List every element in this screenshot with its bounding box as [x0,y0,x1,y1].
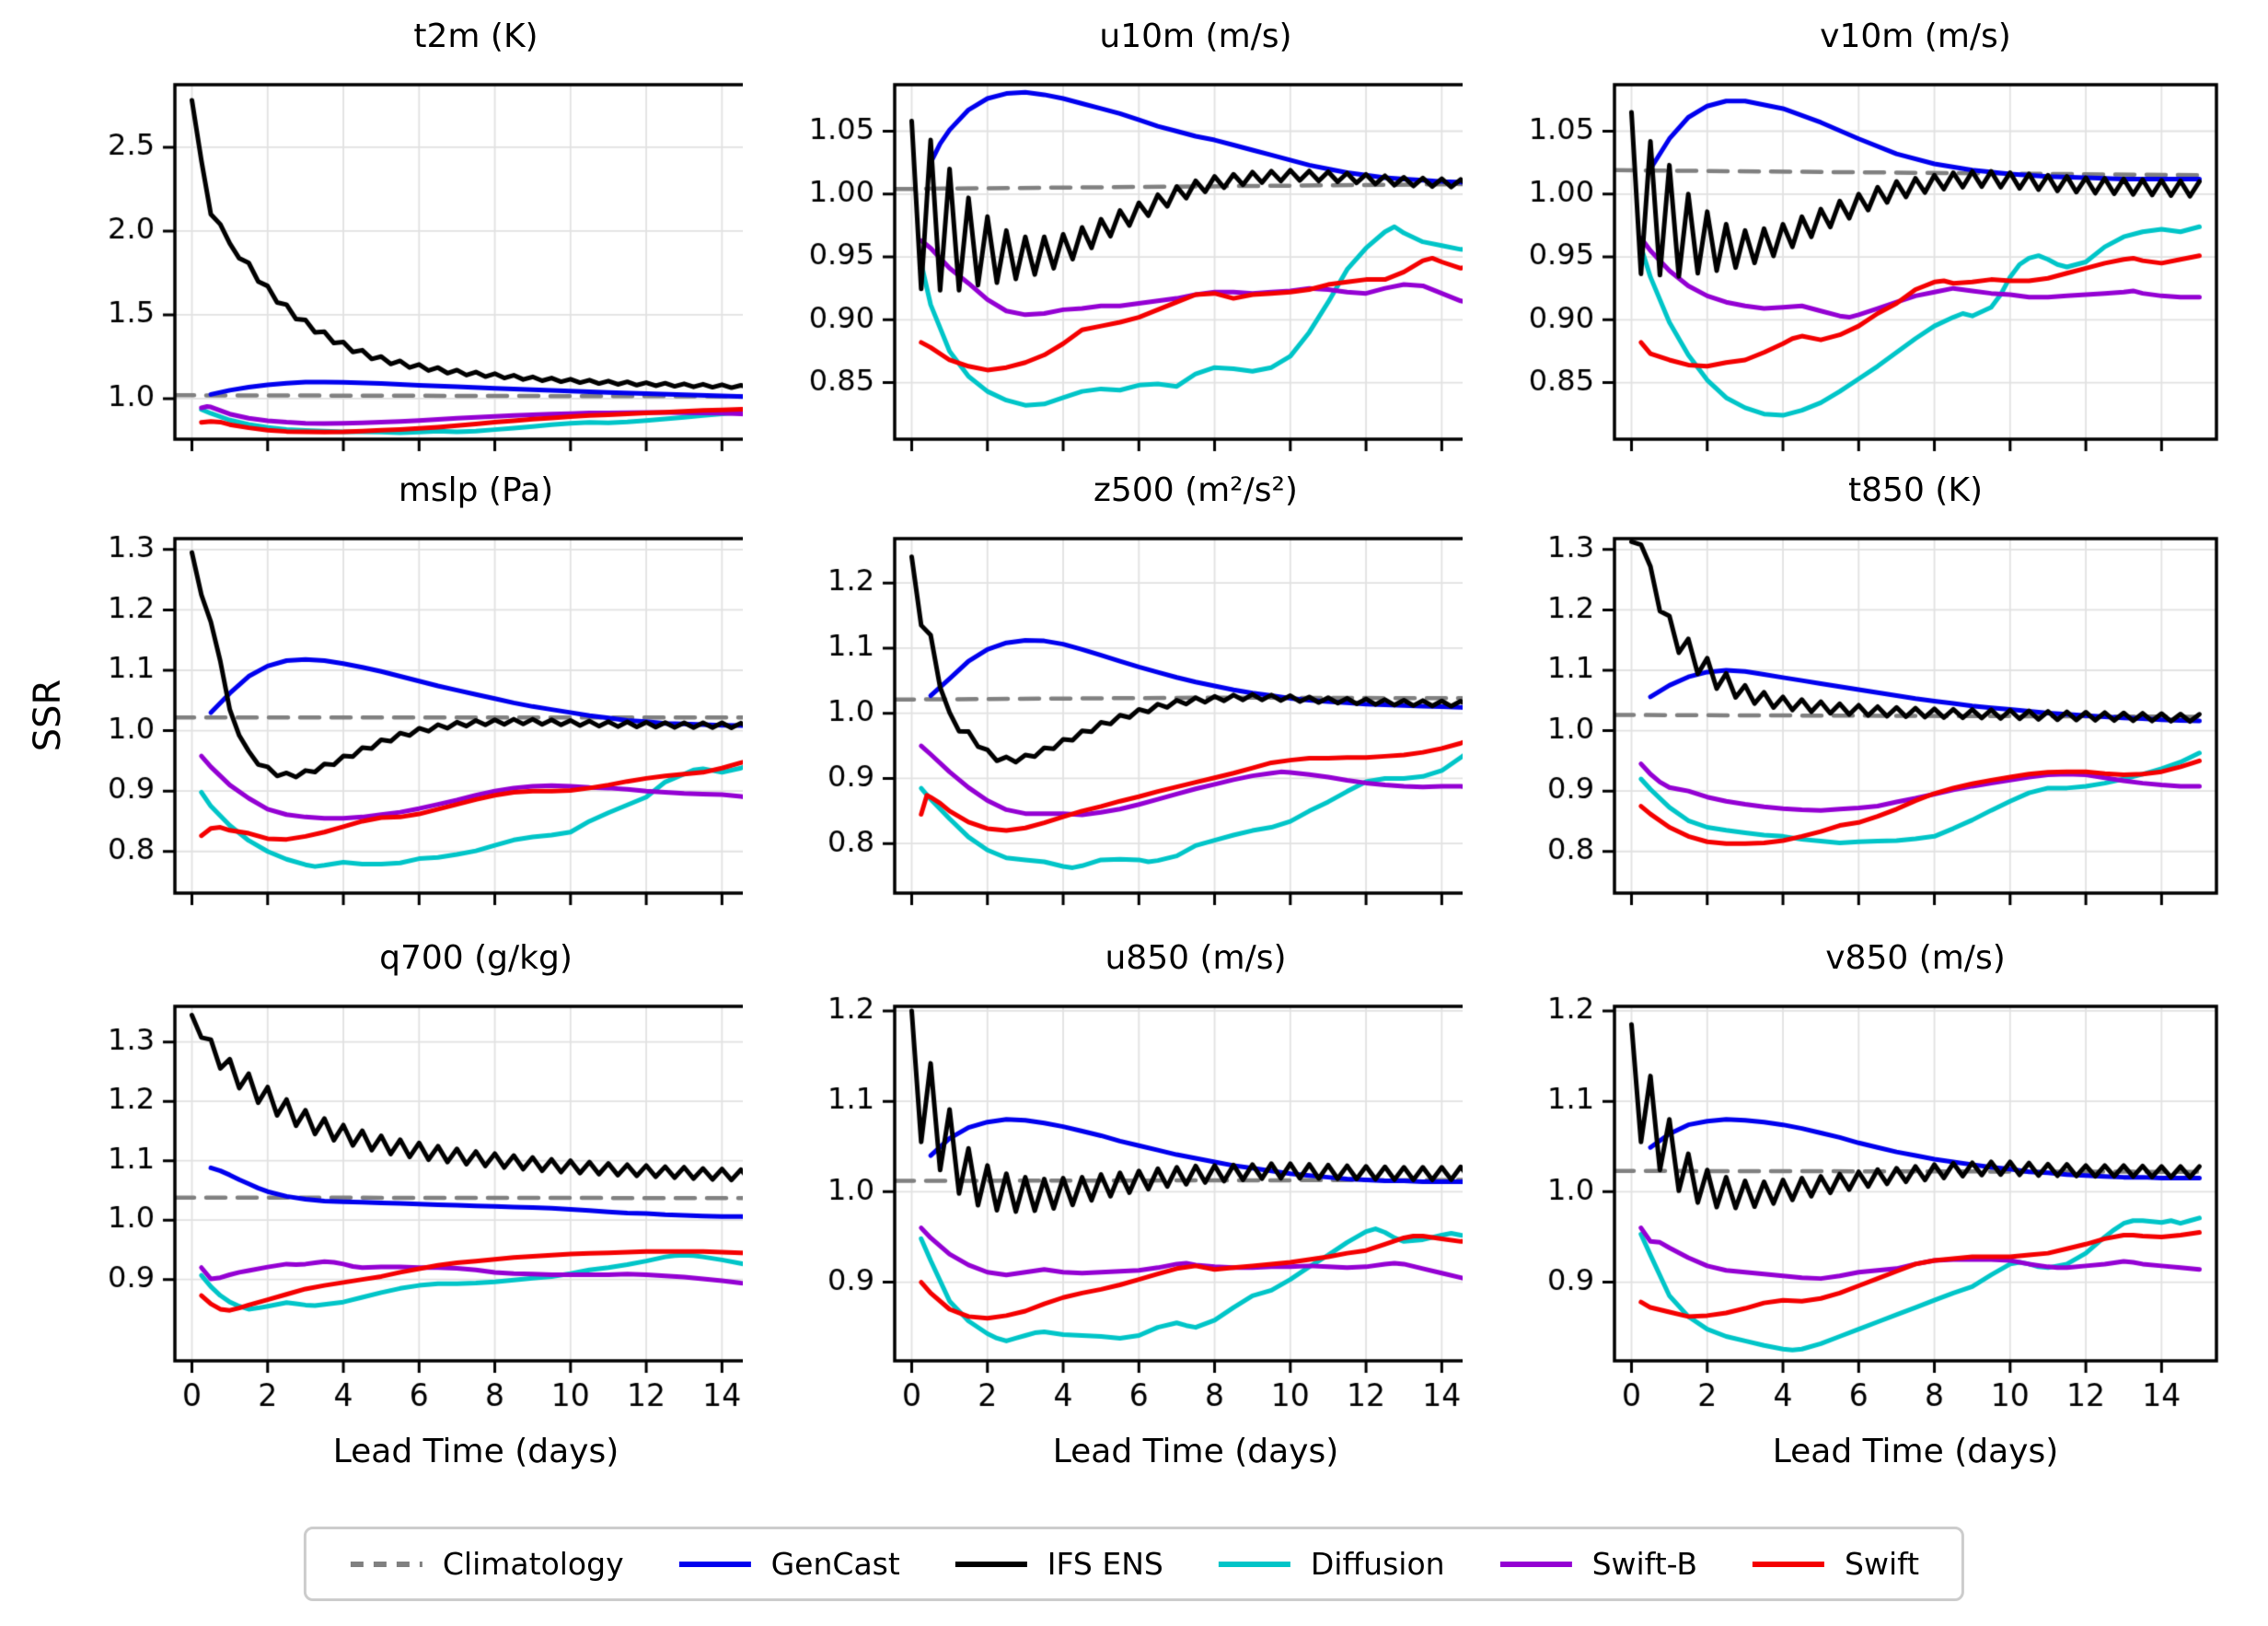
legend-swatch-5 [1753,1561,1825,1567]
x-axis-label-col1: Lead Time (days) [332,1433,619,1470]
legend-label-gencast: GenCast [770,1546,900,1582]
panel-canvas-v10m [1463,70,2239,472]
panel-canvas-z500 [743,524,1520,926]
legend-swatch-2 [955,1561,1027,1567]
legend-label-swift-b: Swift-B [1591,1546,1698,1582]
legend-swatch-3 [1218,1561,1290,1567]
legend-item-climatology: Climatology [349,1546,624,1582]
panel-canvas-q700 [23,992,800,1429]
legend-label-diffusion: Diffusion [1310,1546,1445,1582]
panel-title-z500: z500 (m²/s²) [1094,471,1298,509]
legend: Climatology GenCast IFS ENS Diffusion Sw… [303,1527,1965,1601]
x-axis-label-col3: Lead Time (days) [1772,1433,2059,1470]
legend-label-ifs-ens: IFS ENS [1047,1546,1163,1582]
legend-label-climatology: Climatology [442,1546,624,1582]
panel-title-q700: q700 (g/kg) [379,939,573,977]
legend-swatch-4 [1499,1561,1572,1567]
legend-label-swift: Swift [1845,1546,1920,1582]
legend-item-swift-b: Swift-B [1498,1546,1697,1582]
panel-title-u10m: u10m (m/s) [1099,17,1292,55]
panel-title-mslp: mslp (Pa) [398,471,554,509]
legend-item-swift: Swift [1751,1546,1919,1582]
panel-canvas-v850 [1463,992,2239,1429]
panel-title-v10m: v10m (m/s) [1820,17,2011,55]
panel-canvas-t2m [23,70,800,472]
x-axis-label-col2: Lead Time (days) [1052,1433,1339,1470]
legend-item-diffusion: Diffusion [1217,1546,1445,1582]
legend-item-gencast: GenCast [677,1546,900,1582]
panel-canvas-mslp [23,524,800,926]
panel-canvas-u10m [743,70,1520,472]
legend-swatch-0 [350,1561,422,1567]
panel-title-v850: v850 (m/s) [1825,939,2006,977]
legend-swatch-1 [678,1561,751,1567]
y-axis-label-ssr: SSR [27,679,69,752]
legend-item-ifs-ens: IFS ENS [954,1546,1163,1582]
panel-canvas-u850 [743,992,1520,1429]
panel-canvas-t850 [1463,524,2239,926]
panel-title-u850: u850 (m/s) [1105,939,1287,977]
panel-title-t2m: t2m (K) [413,17,538,55]
panel-title-t850: t850 (K) [1848,471,1983,509]
